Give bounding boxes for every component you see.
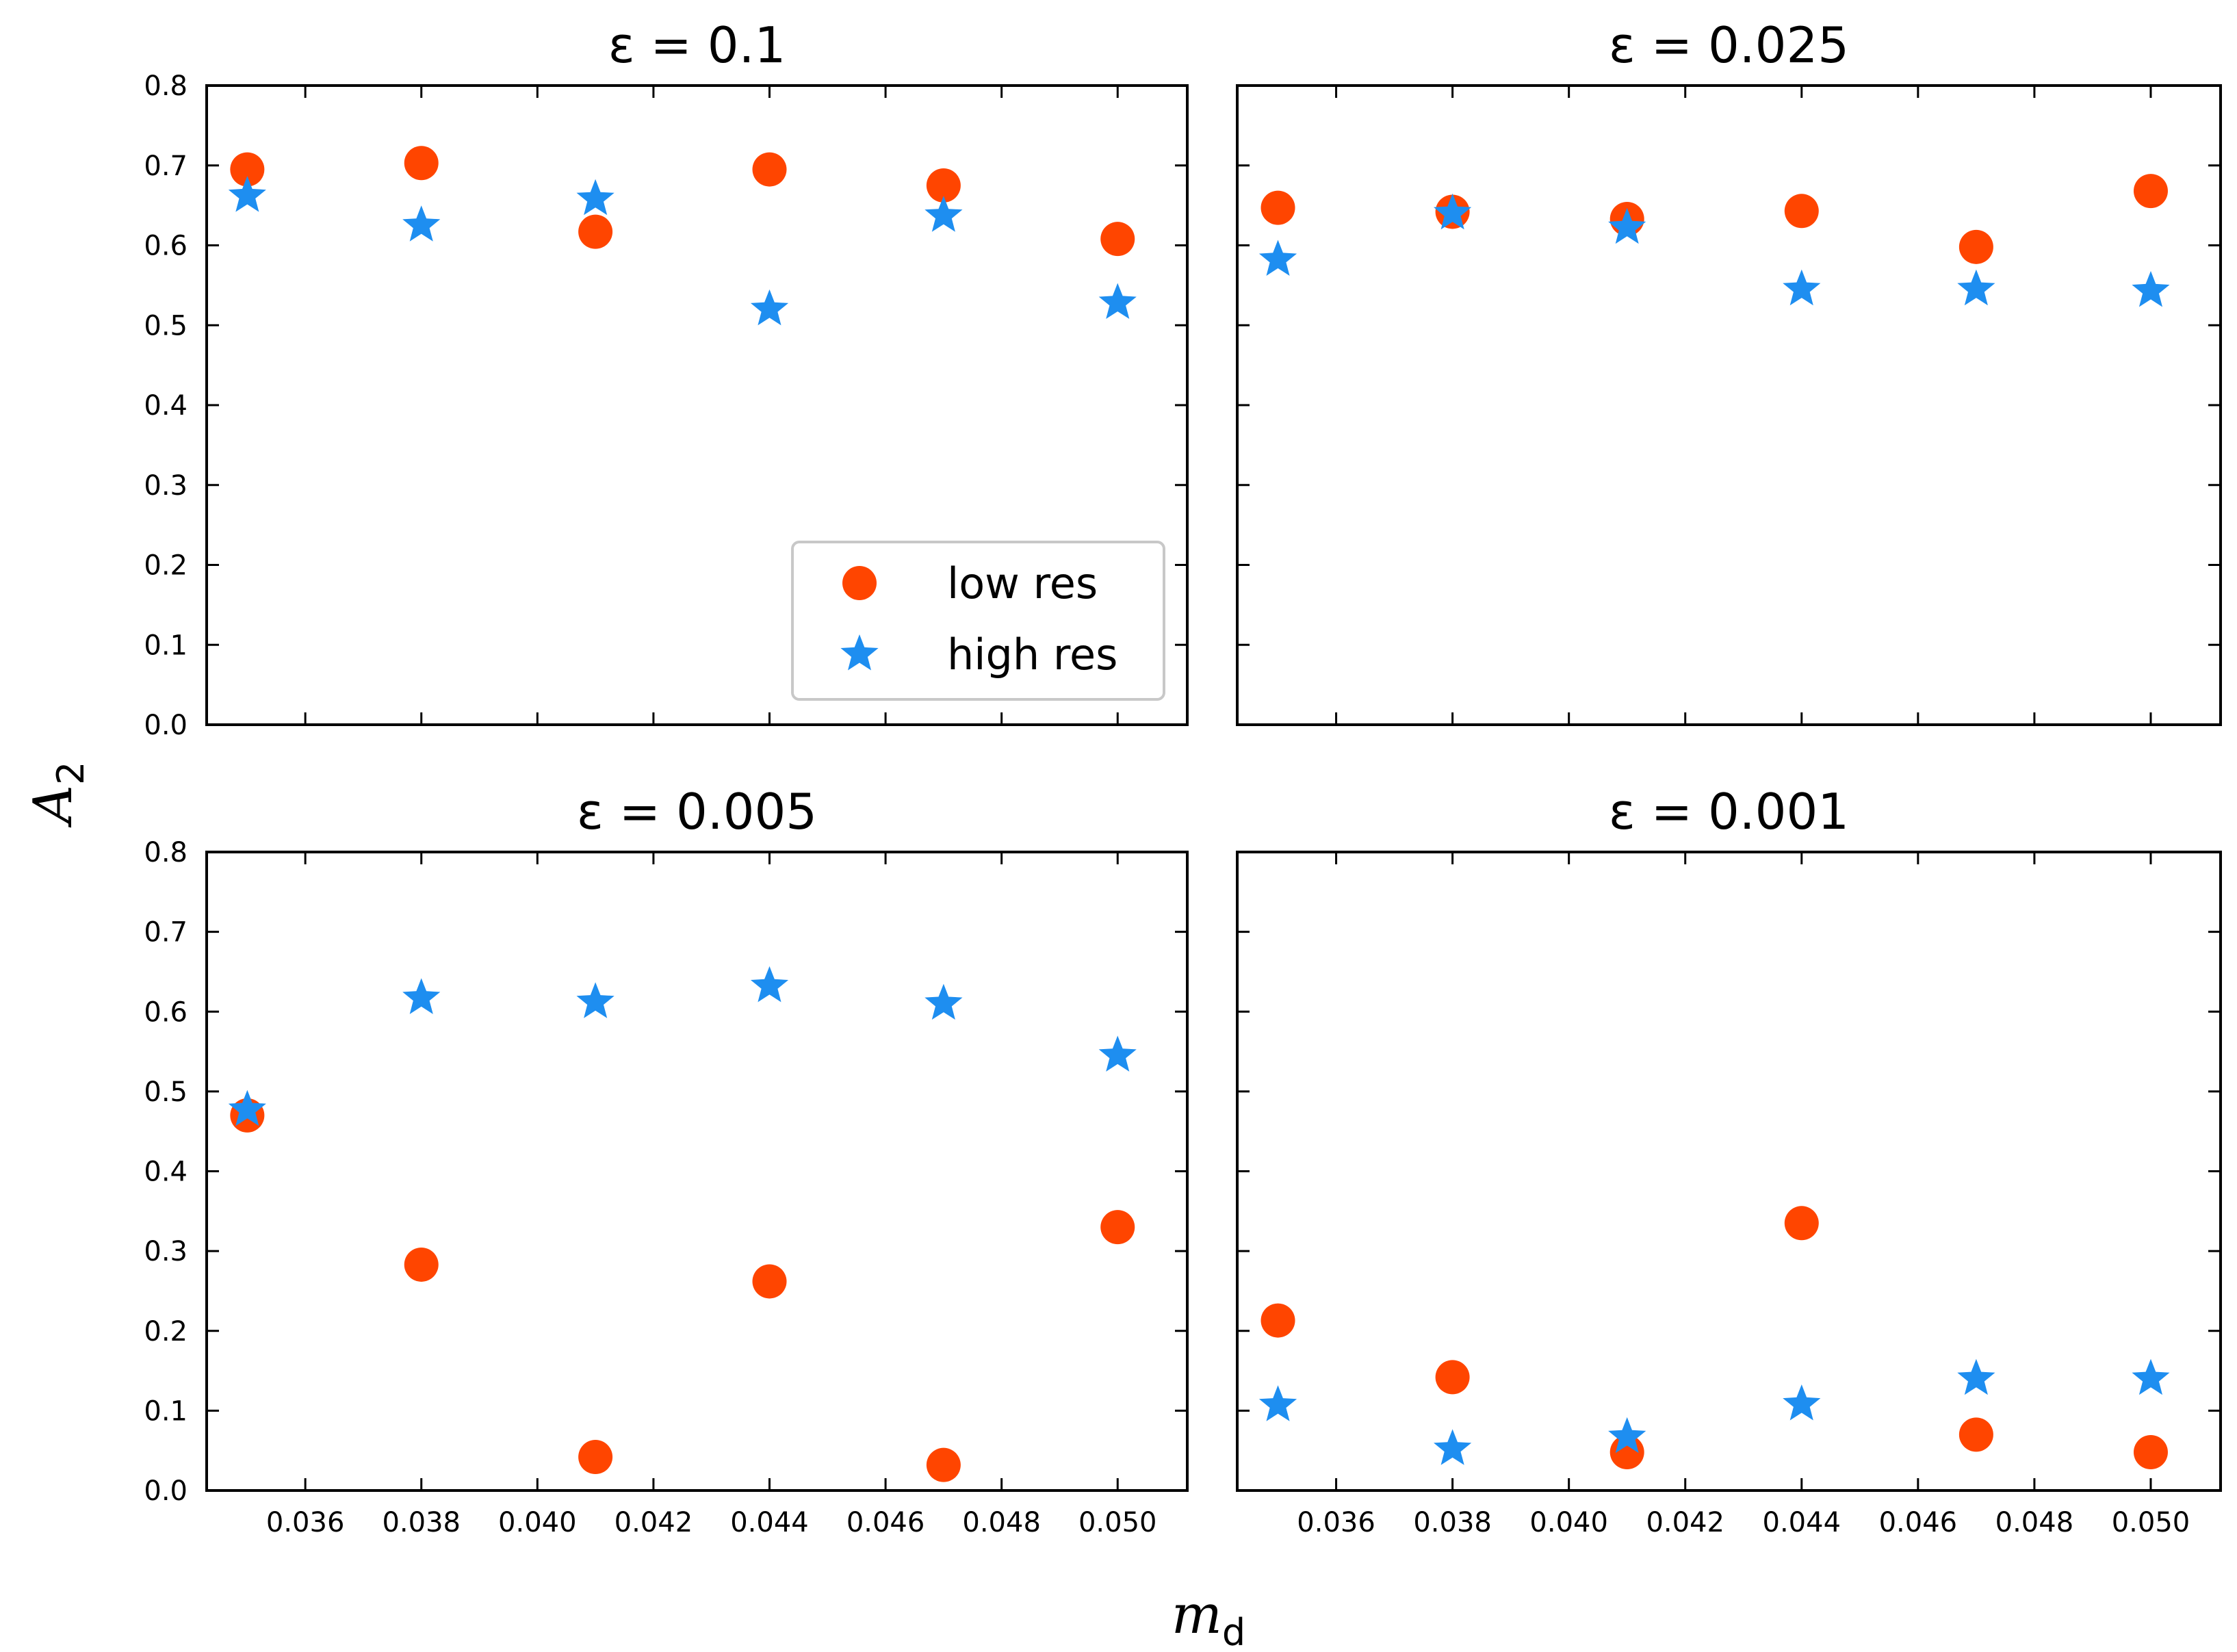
panel-4: ε = 0.001 0.036 0.038 0.040 0.042 0.044 0.046 0… bbox=[1236, 783, 2222, 1538]
x-tick-label: 0.046 bbox=[1879, 1507, 1958, 1538]
low-res-point bbox=[1260, 190, 1295, 225]
y-tick-label: 0.5 bbox=[144, 1076, 188, 1108]
low-res-point bbox=[1100, 222, 1135, 257]
x-tick-label: 0.046 bbox=[846, 1507, 925, 1538]
high-res-point bbox=[924, 983, 963, 1020]
y-axis-label: A2 bbox=[23, 762, 92, 828]
high-res-point bbox=[750, 966, 789, 1003]
high-res-point bbox=[1098, 1035, 1137, 1072]
high-res-point bbox=[1783, 1384, 1821, 1421]
x-tick-label: 0.048 bbox=[1995, 1507, 2074, 1538]
high-res-point bbox=[1608, 207, 1646, 244]
legend-box bbox=[791, 541, 1165, 701]
high-res-point bbox=[1258, 240, 1297, 276]
panel-1: ε = 0.1 0.0 0.1 0.2 0.3 0.4 0.5 0.6 0.7 0.8 low re… bbox=[144, 16, 1189, 741]
low-res-point bbox=[1958, 229, 1993, 264]
low-res-point bbox=[926, 168, 961, 203]
panel-title: ε = 0.001 bbox=[1609, 783, 1849, 840]
x-tick-label: 0.050 bbox=[2112, 1507, 2190, 1538]
high-res-point bbox=[576, 179, 615, 216]
x-tick-label: 0.040 bbox=[498, 1507, 577, 1538]
low-res-point bbox=[1260, 1303, 1295, 1338]
high-res-point bbox=[402, 978, 441, 1014]
high-res-point bbox=[1098, 283, 1137, 319]
high-res-point bbox=[750, 289, 789, 326]
high-res-point bbox=[2132, 271, 2170, 307]
y-tick-label: 0.7 bbox=[144, 917, 188, 948]
panel-title: ε = 0.1 bbox=[608, 16, 786, 74]
low-res-point bbox=[2133, 1435, 2168, 1470]
x-tick-label: 0.042 bbox=[615, 1507, 693, 1538]
high-res-point bbox=[2132, 1358, 2170, 1395]
high-res-point bbox=[1434, 1429, 1472, 1465]
x-axis-label: md bbox=[1172, 1584, 1245, 1652]
high-res-point bbox=[576, 982, 615, 1018]
plot-frame bbox=[1236, 851, 2222, 1492]
y-tick-label: 0.2 bbox=[144, 1316, 188, 1347]
plot-frame bbox=[205, 851, 1189, 1492]
x-tick-label: 0.036 bbox=[266, 1507, 345, 1538]
legend-star-icon bbox=[840, 634, 879, 671]
x-tick-label: 0.044 bbox=[1763, 1507, 1841, 1538]
y-tick-label: 0.0 bbox=[144, 710, 188, 741]
y-tick-label: 0.8 bbox=[144, 837, 188, 868]
y-tick-label: 0.4 bbox=[144, 1157, 188, 1188]
y-tick-label: 0.1 bbox=[144, 1395, 188, 1427]
high-res-point bbox=[1608, 1417, 1646, 1454]
legend-circle-icon bbox=[842, 566, 877, 600]
high-res-point bbox=[228, 1089, 266, 1126]
x-tick-label: 0.050 bbox=[1078, 1507, 1157, 1538]
high-res-point bbox=[228, 176, 266, 212]
legend-label: high res bbox=[947, 630, 1117, 680]
low-res-point bbox=[1958, 1417, 1993, 1452]
high-res-point bbox=[924, 196, 963, 232]
panel-title: ε = 0.005 bbox=[577, 783, 817, 840]
low-res-point bbox=[404, 1247, 439, 1282]
low-res-point bbox=[1100, 1210, 1135, 1245]
high-res-point bbox=[1957, 1358, 1995, 1395]
x-tick-label: 0.048 bbox=[962, 1507, 1041, 1538]
low-res-point bbox=[1784, 194, 1819, 229]
y-tick-label: 0.6 bbox=[144, 231, 188, 262]
low-res-point bbox=[1784, 1206, 1819, 1241]
low-res-point bbox=[2133, 174, 2168, 209]
plot-frame bbox=[1236, 84, 2222, 726]
legend: low res high res bbox=[791, 541, 1165, 701]
legend-label: low res bbox=[947, 558, 1098, 608]
high-res-point bbox=[402, 205, 441, 242]
y-tick-label: 0.2 bbox=[144, 550, 188, 582]
y-tick-label: 0.3 bbox=[144, 470, 188, 502]
x-tick-label: 0.042 bbox=[1646, 1507, 1724, 1538]
low-res-point bbox=[578, 214, 613, 249]
y-tick-label: 0.0 bbox=[144, 1475, 188, 1507]
y-tick-label: 0.7 bbox=[144, 151, 188, 182]
panel-title: ε = 0.025 bbox=[1609, 16, 1849, 74]
high-res-point bbox=[1783, 269, 1821, 306]
high-res-point bbox=[1957, 269, 1995, 306]
low-res-point bbox=[230, 152, 265, 187]
low-res-point bbox=[578, 1440, 613, 1475]
x-tick-label: 0.044 bbox=[730, 1507, 809, 1538]
low-res-point bbox=[926, 1447, 961, 1482]
x-tick-label: 0.036 bbox=[1297, 1507, 1375, 1538]
low-res-point bbox=[404, 146, 439, 181]
x-tick-label: 0.038 bbox=[1413, 1507, 1492, 1538]
panel-3: ε = 0.005 0.0 0.1 0.2 0.3 0.4 0.5 0.6 0.7 0.8 0.03… bbox=[144, 783, 1189, 1538]
y-tick-label: 0.6 bbox=[144, 996, 188, 1028]
panel-2: ε = 0.025 bbox=[1236, 16, 2222, 726]
y-tick-label: 0.4 bbox=[144, 390, 188, 422]
y-tick-label: 0.5 bbox=[144, 310, 188, 341]
y-tick-label: 0.1 bbox=[144, 630, 188, 661]
x-tick-label: 0.040 bbox=[1529, 1507, 1608, 1538]
low-res-point bbox=[1435, 1360, 1470, 1395]
x-tick-label: 0.038 bbox=[382, 1507, 461, 1538]
low-res-point bbox=[752, 152, 787, 187]
y-tick-label: 0.8 bbox=[144, 70, 188, 102]
low-res-point bbox=[752, 1264, 787, 1299]
high-res-point bbox=[1434, 193, 1472, 230]
high-res-point bbox=[1258, 1385, 1297, 1421]
plot-frame bbox=[205, 84, 1189, 726]
y-tick-label: 0.3 bbox=[144, 1236, 188, 1267]
